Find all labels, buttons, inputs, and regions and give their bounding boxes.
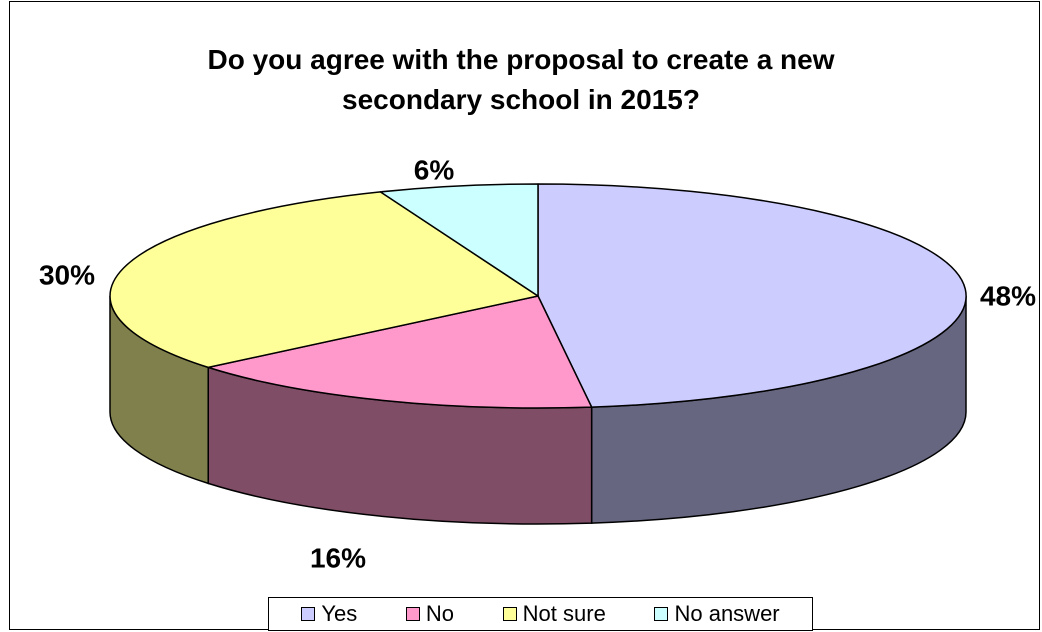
- legend-swatch-no-answer: [654, 607, 669, 621]
- legend-label-no: No: [425, 601, 454, 626]
- legend-label-no-answer: No answer: [674, 601, 780, 626]
- legend-swatch-not-sure: [502, 607, 517, 621]
- pie-slice-no: [207, 295, 593, 409]
- chart-title-line-1: Do you agree with the proposal to create…: [207, 44, 835, 75]
- chart-title: Do you agree with the proposal to create…: [0, 40, 1042, 120]
- legend-label-yes: Yes: [321, 601, 358, 626]
- legend-item-no-answer: No answer: [654, 601, 780, 627]
- legend-swatch-no: [405, 607, 420, 621]
- chart-legend: Yes No Not sure No answer: [268, 597, 813, 631]
- legend-item-yes: Yes: [301, 601, 357, 627]
- legend-item-not-sure: Not sure: [502, 601, 606, 627]
- data-label-not-sure: 30%: [39, 259, 95, 290]
- data-label-yes: 48%: [980, 280, 1036, 311]
- chart-title-line-2: secondary school in 2015?: [342, 84, 700, 115]
- pie-slice-not-sure: [109, 191, 539, 369]
- legend-label-not-sure: Not sure: [522, 601, 606, 626]
- data-label-no-answer: 6%: [414, 154, 455, 185]
- pie-slice-yes: [537, 183, 967, 408]
- data-label-no: 16%: [310, 542, 366, 573]
- legend-swatch-yes: [301, 607, 316, 621]
- pie-slice-no-answer: [379, 183, 539, 297]
- legend-item-no: No: [405, 601, 454, 627]
